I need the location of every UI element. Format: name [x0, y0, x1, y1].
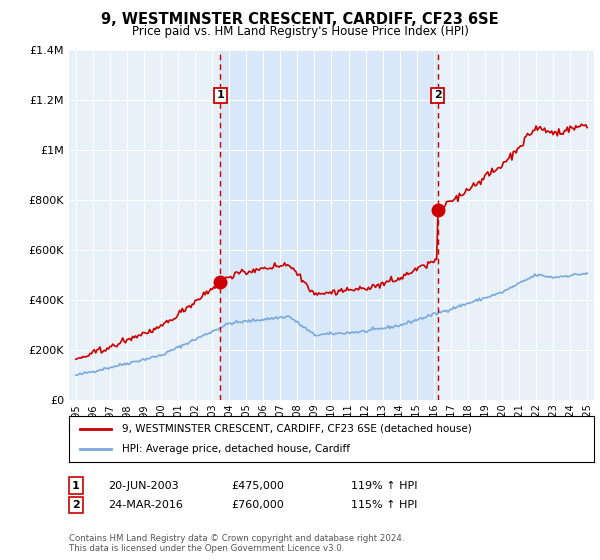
- Text: 1: 1: [217, 90, 224, 100]
- Text: 115% ↑ HPI: 115% ↑ HPI: [351, 500, 418, 510]
- Text: £760,000: £760,000: [231, 500, 284, 510]
- Text: 9, WESTMINSTER CRESCENT, CARDIFF, CF23 6SE: 9, WESTMINSTER CRESCENT, CARDIFF, CF23 6…: [101, 12, 499, 27]
- Text: 2: 2: [72, 500, 80, 510]
- Bar: [220, 50, 437, 400]
- Text: Contains HM Land Registry data © Crown copyright and database right 2024.
This d: Contains HM Land Registry data © Crown c…: [69, 534, 404, 553]
- Text: Price paid vs. HM Land Registry's House Price Index (HPI): Price paid vs. HM Land Registry's House …: [131, 25, 469, 38]
- Text: 9, WESTMINSTER CRESCENT, CARDIFF, CF23 6SE (detached house): 9, WESTMINSTER CRESCENT, CARDIFF, CF23 6…: [121, 424, 471, 434]
- Text: 2: 2: [434, 90, 442, 100]
- Text: 119% ↑ HPI: 119% ↑ HPI: [351, 480, 418, 491]
- Text: £475,000: £475,000: [231, 480, 284, 491]
- Text: HPI: Average price, detached house, Cardiff: HPI: Average price, detached house, Card…: [121, 444, 349, 454]
- Text: 24-MAR-2016: 24-MAR-2016: [108, 500, 183, 510]
- Text: 20-JUN-2003: 20-JUN-2003: [108, 480, 179, 491]
- Text: 1: 1: [72, 480, 80, 491]
